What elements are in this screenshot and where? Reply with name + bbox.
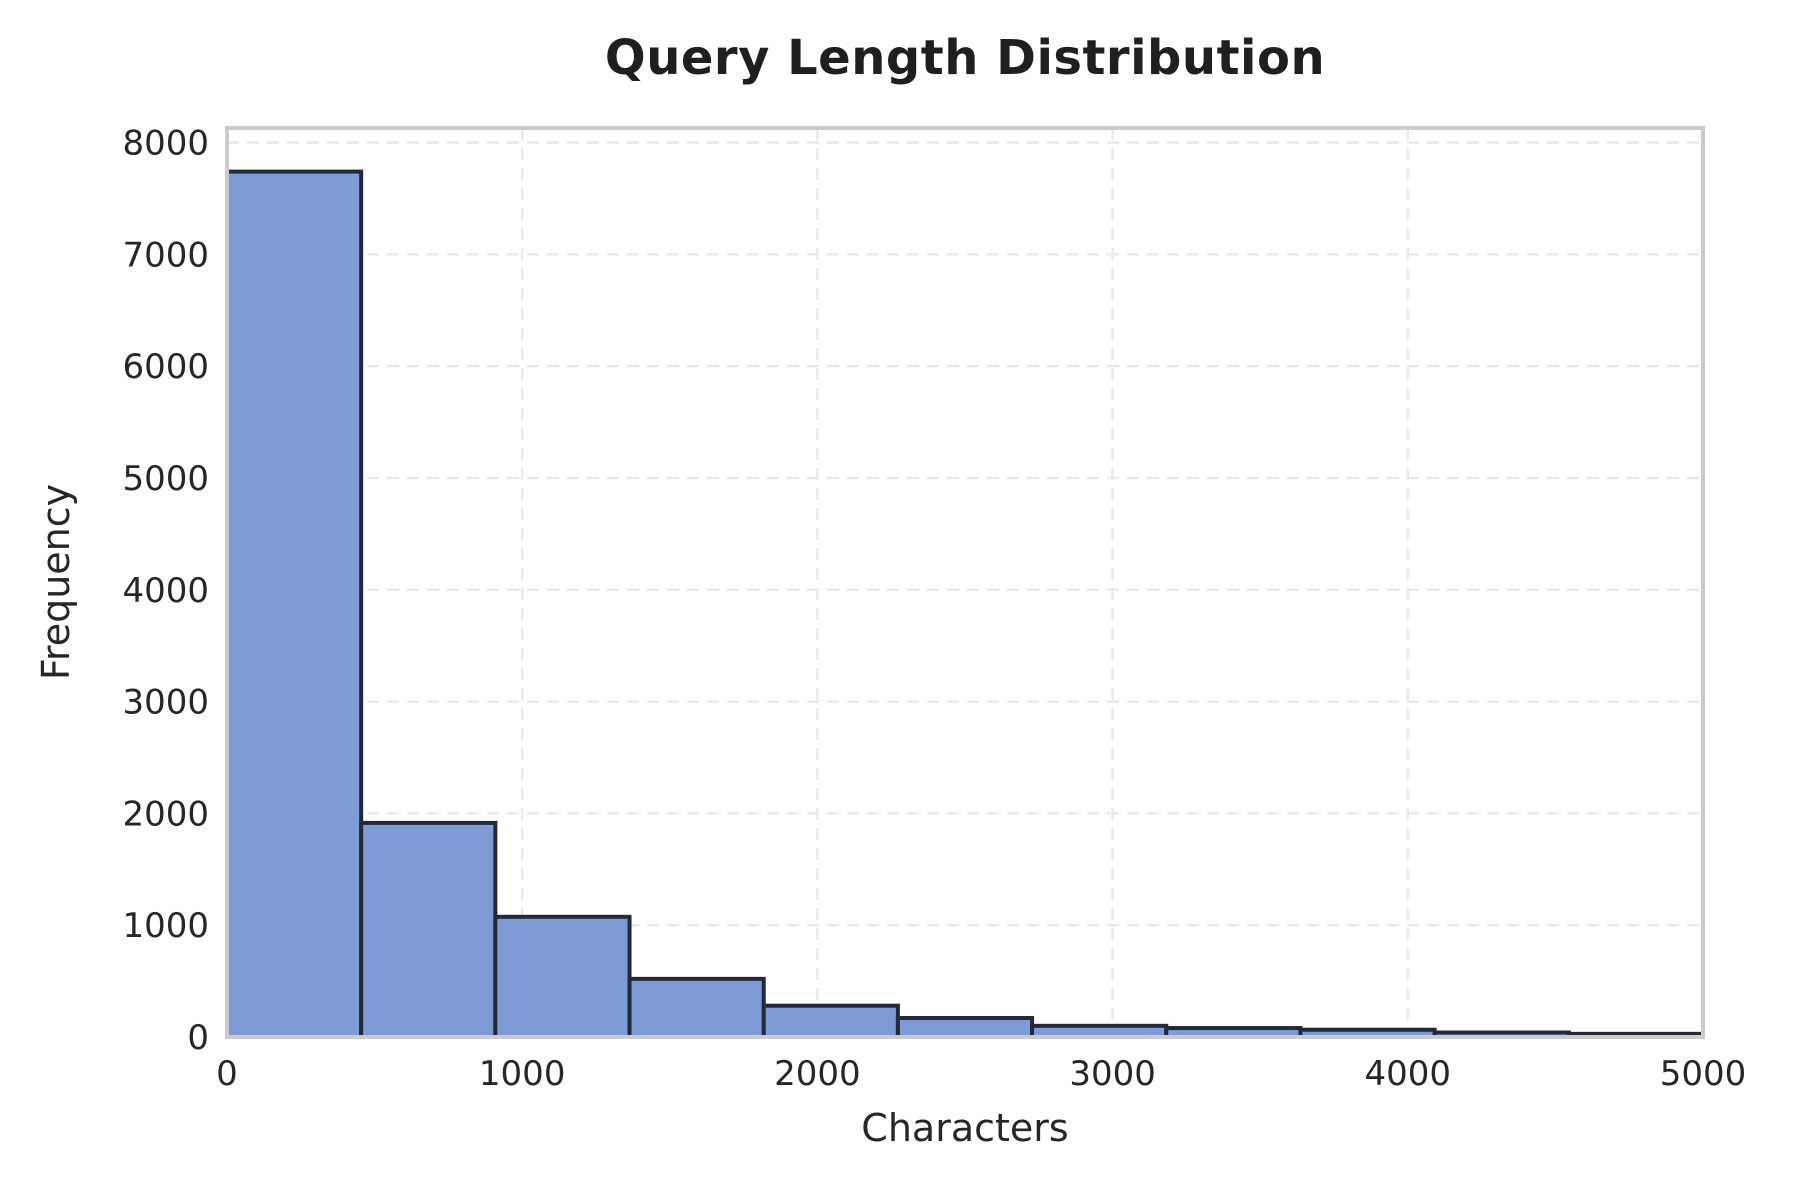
y-tick-label: 5000: [122, 459, 209, 499]
y-tick-label: 4000: [122, 571, 209, 611]
y-axis-label: Frequency: [34, 483, 78, 681]
y-tick-label: 2000: [122, 794, 209, 834]
histogram-bar: [627, 976, 766, 1040]
x-tick-label: 3000: [1069, 1054, 1156, 1094]
histogram-bar: [895, 1015, 1035, 1039]
y-tick-label: 0: [187, 1018, 209, 1058]
x-tick-label: 5000: [1660, 1054, 1747, 1094]
y-tick-label: 7000: [122, 235, 209, 275]
x-axis-label: Characters: [861, 1106, 1069, 1150]
y-tick-label: 3000: [122, 683, 209, 723]
y-tick-label: 6000: [122, 347, 209, 387]
histogram-bar: [359, 820, 498, 1039]
chart-title: Query Length Distribution: [604, 30, 1326, 86]
y-tick-label: 1000: [122, 906, 209, 946]
y-tick-label: 8000: [122, 124, 209, 164]
x-tick-label: 1000: [479, 1054, 566, 1094]
x-tick-label: 4000: [1365, 1054, 1452, 1094]
histogram-bar: [761, 1003, 900, 1039]
histogram-bar: [225, 169, 364, 1039]
plot-frame: [225, 126, 1705, 1039]
x-tick-label: 0: [216, 1054, 238, 1094]
x-tick-label: 2000: [774, 1054, 861, 1094]
histogram-bar: [493, 914, 632, 1039]
